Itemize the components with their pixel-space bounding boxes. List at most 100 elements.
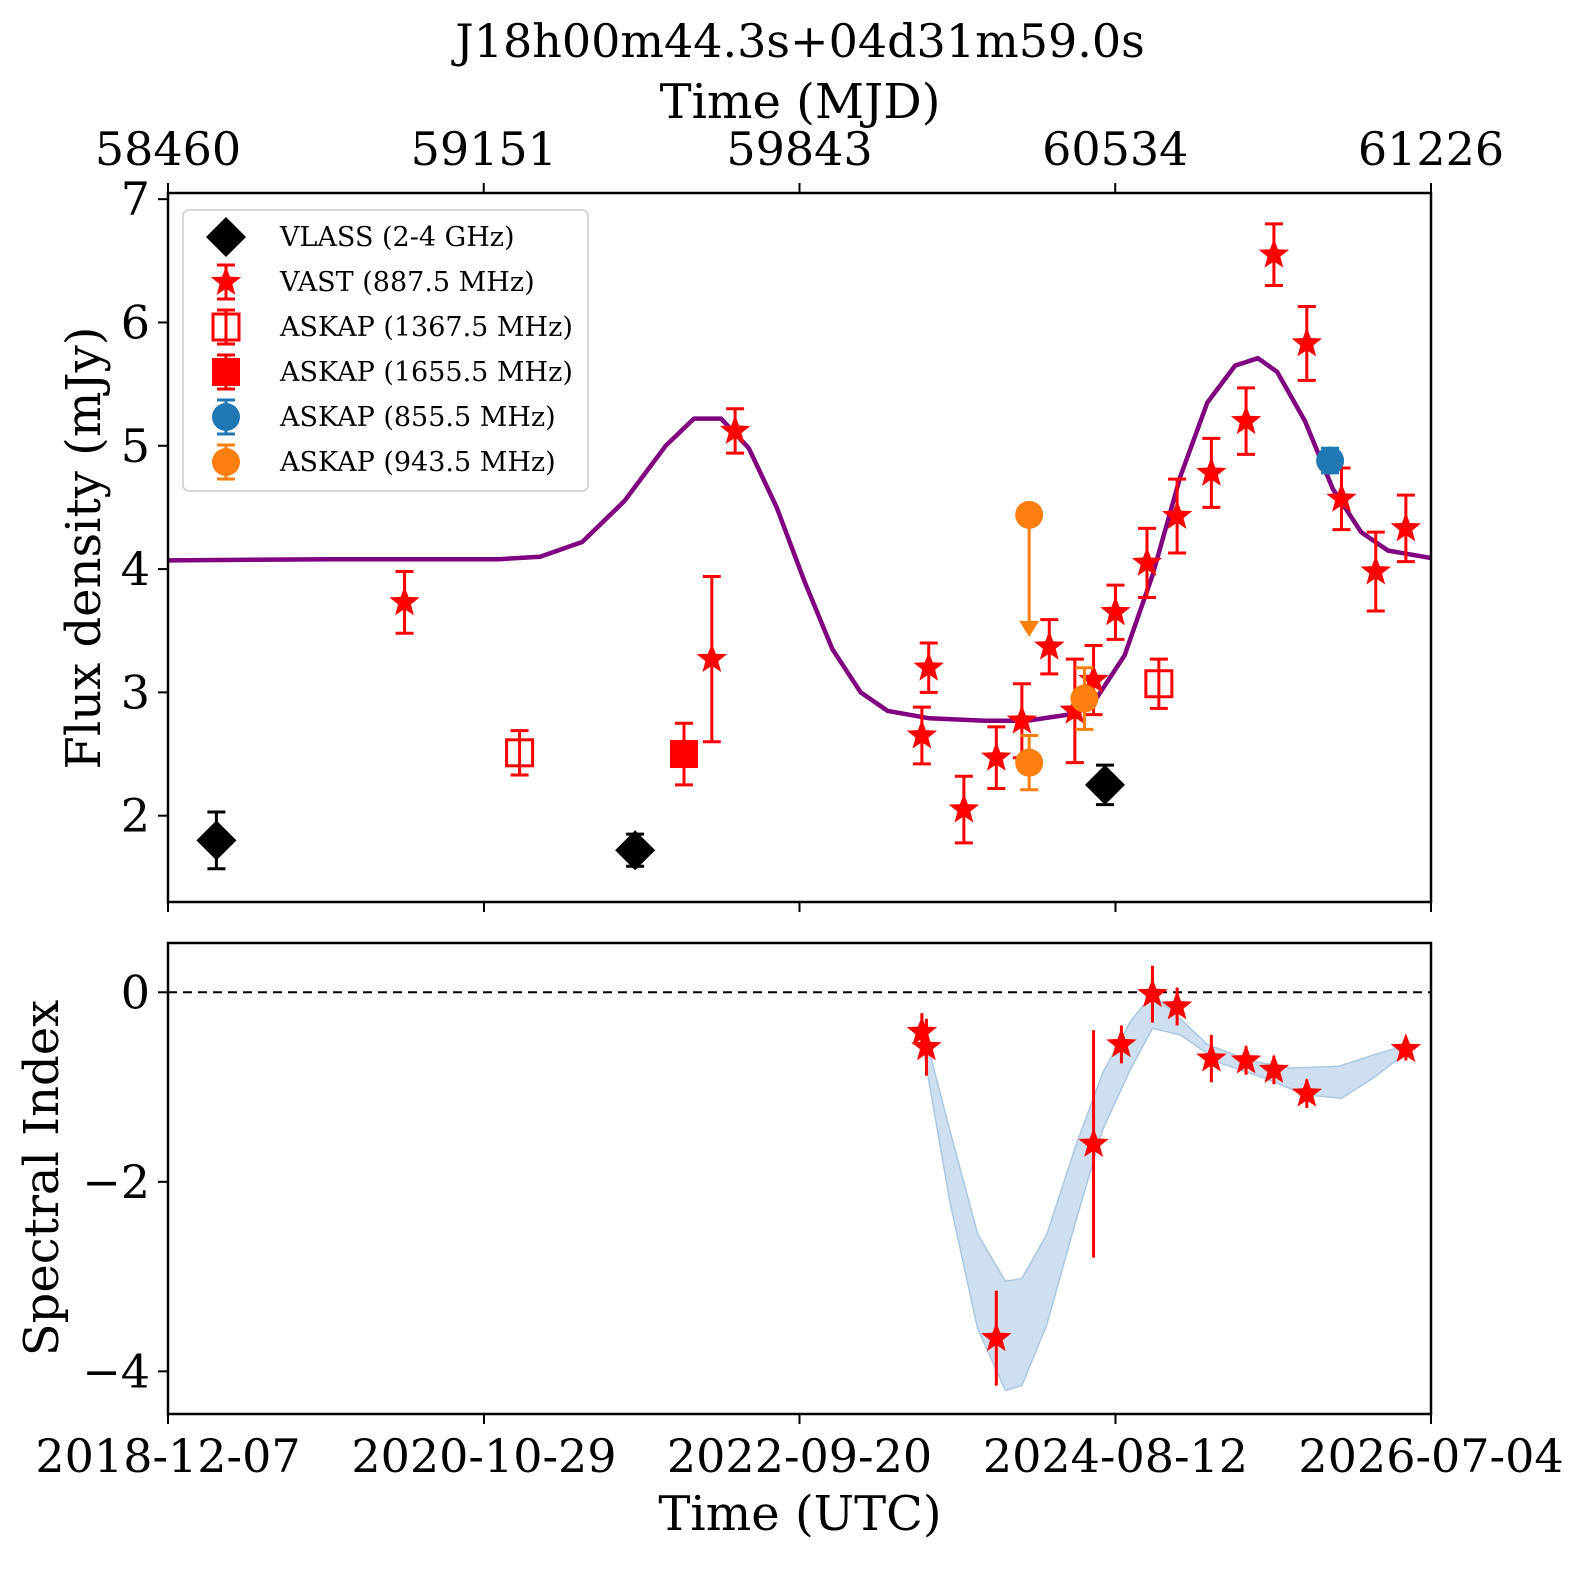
data-point [1006, 704, 1038, 734]
mjd-tick-label: 58460 [95, 122, 241, 176]
x-tick-label: 2022-09-20 [667, 1429, 932, 1483]
data-point [1070, 684, 1099, 713]
y-tick-label: 5 [121, 419, 150, 473]
y-tick-label: −4 [82, 1344, 150, 1398]
legend-entry: ASKAP (1367.5 MHz) [211, 308, 573, 346]
mjd-tick-label: 59843 [726, 122, 872, 176]
data-point [1390, 1033, 1422, 1063]
flux-y-axis-label: Flux density (mJy) [56, 327, 112, 770]
legend-label: VLASS (2-4 GHz) [279, 222, 515, 253]
data-point [1230, 405, 1262, 435]
series-0 [196, 763, 1125, 871]
data-point [615, 830, 656, 871]
data-point [911, 1031, 942, 1061]
legend-box [182, 209, 589, 492]
data-point [1144, 669, 1174, 699]
y-tick-label: 2 [121, 789, 150, 843]
y-tick-label: −2 [82, 1155, 150, 1209]
legend-label: ASKAP (855.5 MHz) [279, 402, 556, 433]
data-point [1131, 546, 1163, 576]
legend-marker [210, 266, 242, 295]
legend-entry: VLASS (2-4 GHz) [206, 217, 515, 257]
legend-label: ASKAP (1367.5 MHz) [279, 312, 573, 343]
series-2 [505, 657, 1174, 777]
legend-marker [212, 403, 240, 431]
data-point [948, 793, 980, 823]
y-tick-label: 6 [121, 295, 150, 349]
data-point [696, 643, 727, 672]
chart-title: J18h00m44.3s+04d31m59.0s [451, 14, 1144, 68]
data-point [1078, 664, 1109, 693]
legend: VLASS (2-4 GHz) VAST (887.5 MHz) ASKAP (13… [182, 209, 589, 492]
data-point [1106, 1028, 1137, 1058]
data-point [1084, 764, 1125, 805]
bottom-x-axis-label: Time (UTC) [658, 1486, 941, 1542]
data-point [1291, 1077, 1322, 1107]
upper-limit-point [1015, 500, 1044, 529]
legend-entry: ASKAP (1655.5 MHz) [212, 353, 573, 391]
data-point [906, 719, 938, 749]
data-point [1100, 596, 1131, 626]
series-5 [1015, 500, 1099, 792]
data-point [981, 1322, 1012, 1352]
data-point [1161, 500, 1193, 529]
top-x-axis: 58460 59151 59843 60534 61226 [95, 122, 1504, 193]
mjd-tick-label: 61226 [1358, 122, 1504, 176]
legend-label: ASKAP (943.5 MHz) [279, 447, 556, 478]
data-point [1034, 630, 1065, 660]
data-point [1137, 978, 1168, 1008]
mjd-tick-label: 59151 [411, 122, 557, 176]
flux-plot-area [168, 222, 1431, 871]
data-point [505, 738, 535, 768]
data-point [1015, 748, 1044, 777]
spectral-plot-area [168, 965, 1431, 1392]
data-point [1196, 456, 1227, 486]
data-point [1078, 1127, 1109, 1157]
legend-marker [211, 312, 241, 342]
legend-marker [212, 448, 240, 476]
data-point [1258, 238, 1290, 268]
y-tick-label: 7 [121, 172, 150, 226]
spectral-y-axis-label: Spectral Index [14, 1000, 70, 1356]
legend-entry: VAST (887.5 MHz) [210, 263, 535, 301]
spectral-series-0 [906, 965, 1422, 1386]
data-point [1326, 482, 1357, 512]
upper-limit-arrowhead [1019, 620, 1040, 637]
spectral-panel-frame [166, 941, 1433, 1416]
data-point [1258, 1054, 1290, 1083]
data-point [1161, 990, 1193, 1020]
data-point [1316, 446, 1345, 475]
series-3 [669, 721, 698, 787]
legend-marker [206, 217, 246, 257]
data-point [1059, 694, 1091, 724]
data-point [196, 820, 237, 861]
data-point [1291, 327, 1322, 357]
data-point [669, 740, 698, 769]
y-tick-label: 3 [121, 665, 150, 719]
data-point [1360, 555, 1391, 585]
y-tick-label: 0 [121, 965, 150, 1019]
x-tick-label: 2020-10-29 [351, 1429, 616, 1483]
spectral-index-panel: 0 −2 −4 2018-12-07 2020-10-29 2022-09-20 2024-… [35, 941, 1564, 1483]
y-tick-label: 4 [121, 542, 150, 596]
top-x-axis-label: Time (MJD) [660, 74, 941, 130]
series-1 [389, 222, 1422, 845]
legend-label: ASKAP (1655.5 MHz) [279, 357, 573, 388]
data-point [913, 651, 944, 681]
model-curve [168, 355, 1431, 723]
data-point [1196, 1042, 1227, 1072]
data-point [1230, 1044, 1262, 1074]
data-point [981, 741, 1012, 771]
data-point [719, 415, 751, 444]
legend-entry: ASKAP (943.5 MHz) [212, 443, 556, 481]
x-tick-label: 2026-07-04 [1298, 1429, 1563, 1483]
x-tick-label: 2024-08-12 [983, 1429, 1248, 1483]
flux-panel: 2 3 4 5 6 7 [121, 172, 1433, 912]
legend-entry: ASKAP (855.5 MHz) [212, 398, 556, 436]
legend-label: VAST (887.5 MHz) [279, 267, 535, 298]
data-point [906, 1016, 938, 1045]
series-4 [1316, 446, 1345, 475]
x-tick-label: 2018-12-07 [35, 1429, 300, 1483]
mjd-tick-label: 60534 [1042, 122, 1188, 176]
